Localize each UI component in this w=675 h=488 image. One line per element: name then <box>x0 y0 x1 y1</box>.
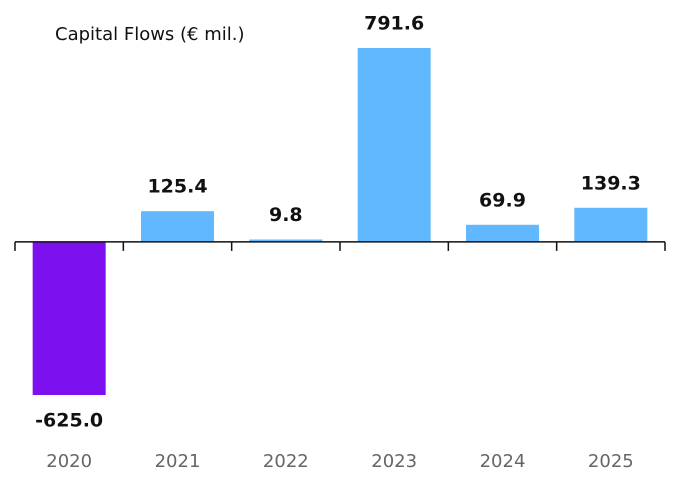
chart-title: Capital Flows (€ mil.) <box>55 24 245 45</box>
bar <box>357 48 431 242</box>
value-label: 791.6 <box>364 13 424 35</box>
x-tick-label: 2022 <box>263 451 309 472</box>
bar <box>466 224 539 242</box>
x-tick-label: 2020 <box>46 451 92 472</box>
value-label: 139.3 <box>581 172 641 194</box>
bar <box>249 239 323 242</box>
value-label: 69.9 <box>479 189 526 211</box>
x-tick-label: 2025 <box>588 451 634 472</box>
x-tick-label: 2024 <box>480 451 526 472</box>
value-label: 9.8 <box>269 204 303 226</box>
bar <box>32 241 106 395</box>
x-tick-label: 2021 <box>155 451 201 472</box>
bar <box>574 207 648 242</box>
x-tick-label: 2023 <box>371 451 417 472</box>
value-label: 125.4 <box>147 176 207 198</box>
value-label: -625.0 <box>35 410 103 432</box>
bar <box>141 211 214 242</box>
